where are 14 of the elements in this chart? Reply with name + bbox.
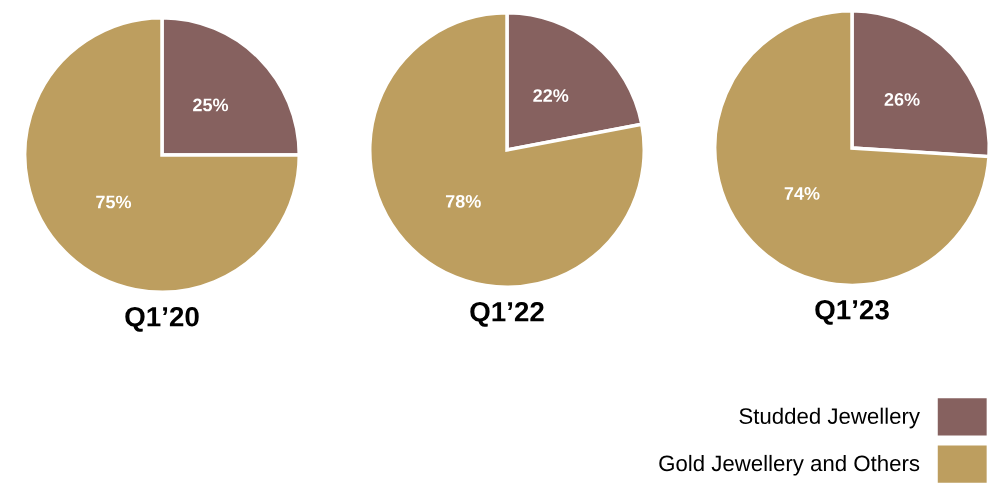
data-label: 26%	[884, 93, 920, 106]
legend-label: Gold Jewellery and Others	[659, 454, 920, 476]
data-label: 25%	[193, 98, 229, 112]
text: Q1’20	[125, 306, 199, 332]
pie-slice	[23, 16, 301, 294]
data-label: 22%	[533, 89, 569, 102]
pie-slice	[713, 9, 991, 287]
data-label: 75%	[96, 195, 132, 209]
legend-label: Studded Jewellery	[739, 407, 920, 429]
text: Q1’22	[470, 301, 544, 327]
pie-slice	[368, 11, 646, 289]
data-label: 74%	[784, 187, 820, 200]
text: Q1’23	[815, 299, 889, 325]
data-label: 78%	[445, 194, 481, 208]
